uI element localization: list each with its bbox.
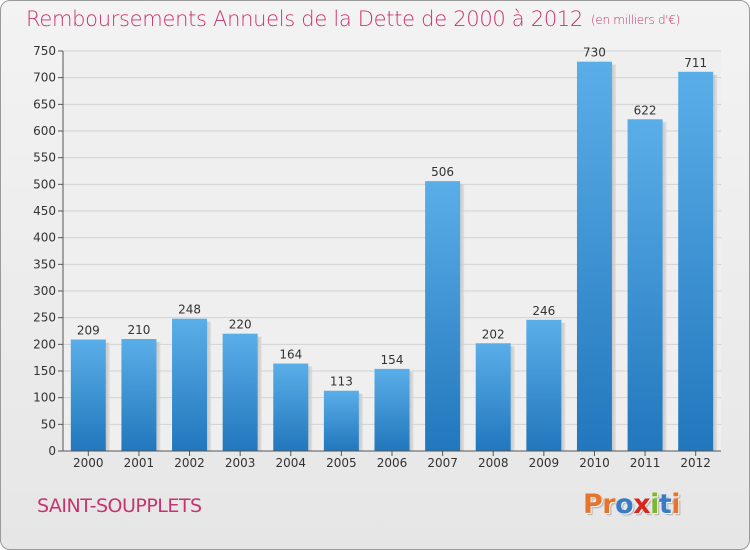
logo-letter: i [650,489,659,520]
bar-2009 [526,319,562,451]
bar-shadow [713,74,718,452]
bar-value-label: 246 [532,304,555,318]
y-tick-label: 150 [33,364,56,378]
bar-2007 [425,181,461,451]
y-tick-label: 450 [33,204,56,218]
logo-letter: r [602,489,616,520]
bar-2006 [374,368,410,451]
bar-value-label: 113 [330,375,353,389]
x-tick-label: 2009 [529,456,560,470]
bar-value-label: 164 [279,348,302,362]
bar-shadow [510,346,515,451]
y-tick-label: 50 [41,417,56,431]
bar-shadow [409,371,414,451]
bar-2012 [678,71,714,452]
bar-shadow [460,184,465,451]
x-tick-label: 2011 [630,456,661,470]
y-tick-label: 750 [33,44,56,58]
bar-shadow [611,64,616,451]
bar-value-label: 209 [77,324,100,338]
bar-shadow [207,321,212,451]
bar-2004 [273,363,309,451]
y-tick-label: 600 [33,124,56,138]
bar-value-label: 506 [431,165,454,179]
bar-2003 [222,333,258,451]
x-tick-label: 2001 [124,456,155,470]
logo-letter: o [615,489,634,520]
logo-letter: t [658,489,672,520]
bar-shadow [257,336,262,451]
axes: 0 50 100 150 200 250 300 350 400 450 500 550 600 650 7… [33,44,721,470]
x-tick-label: 2007 [427,456,458,470]
chart-title: Remboursements Annuels de la Dette de 20… [26,7,680,31]
y-tick-label: 250 [33,311,56,325]
y-tick-label: 350 [33,257,56,271]
bar-value-label: 210 [127,323,150,337]
bar-2002 [172,318,208,451]
y-tick-label: 700 [33,71,56,85]
x-tick-label: 2003 [225,456,256,470]
x-tick-label: 2005 [326,456,357,470]
bar-shadow [308,366,313,451]
bar-value-label: 730 [583,46,606,60]
bar-2005 [323,390,359,451]
y-tick-label: 650 [33,97,56,111]
bar-shadow [156,342,161,451]
x-tick-label: 2004 [275,456,306,470]
bar-2001 [121,339,157,451]
bar-shadow [105,342,110,451]
y-tick-label: 100 [33,391,56,405]
bars: 209 210 248 220 164 113 154 506 202 246 730 622 711 [70,46,718,452]
logo-letter: i [671,489,681,520]
bar-value-label: 248 [178,303,201,317]
logo-letter: P [583,489,603,520]
proxiti-logo[interactable]: Proxiti [583,489,681,520]
bar-shadow [358,393,363,451]
bar-value-label: 202 [482,327,505,341]
title-text: Remboursements Annuels de la Dette de 20… [26,7,583,31]
y-tick-label: 400 [33,231,56,245]
y-tick-label: 0 [48,444,56,458]
x-tick-label: 2010 [579,456,610,470]
logo-letter: x [633,489,651,520]
x-tick-label: 2000 [73,456,104,470]
city-name: SAINT-SOUPPLETS [37,495,202,517]
bar-shadow [561,322,566,451]
bar-value-label: 154 [381,353,404,367]
x-tick-label: 2012 [680,456,711,470]
bar-2011 [627,119,663,452]
y-tick-label: 500 [33,177,56,191]
bar-shadow [662,122,667,452]
y-tick-label: 300 [33,284,56,298]
x-tick-label: 2006 [377,456,408,470]
chart-subtitle: (en milliers d'€) [591,13,681,27]
bar-value-label: 220 [229,318,252,332]
x-tick-label: 2008 [478,456,509,470]
bar-value-label: 711 [684,56,707,70]
bar-value-label: 622 [634,103,657,117]
bar-2010 [576,61,612,452]
x-tick-label: 2002 [174,456,205,470]
bar-2008 [475,343,511,451]
y-tick-label: 550 [33,151,56,165]
bar-2000 [70,339,106,451]
y-tick-label: 200 [33,337,56,351]
